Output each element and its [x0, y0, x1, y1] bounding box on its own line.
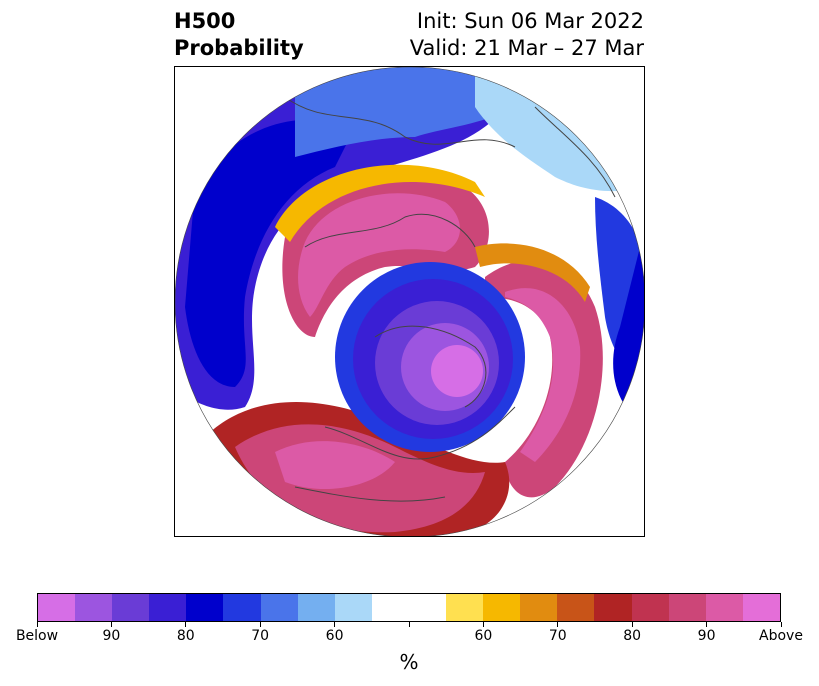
- colorbar-segment: [38, 594, 76, 621]
- colorbar-segment: [260, 594, 298, 621]
- colorbar-segment: [446, 594, 484, 621]
- map-panel: [174, 66, 645, 537]
- variable-title: H500: [174, 9, 236, 33]
- init-date: Init: Sun 06 Mar 2022: [416, 9, 644, 33]
- valid-range: Valid: 21 Mar – 27 Mar: [409, 36, 644, 60]
- colorbar-tick-label: 70: [548, 628, 567, 644]
- colorbar-tick: [482, 622, 484, 627]
- colorbar-tick: [408, 622, 410, 627]
- colorbar-segment: [297, 594, 335, 621]
- colorbar-tick: [557, 622, 559, 627]
- colorbar-segment: [668, 594, 706, 621]
- colorbar-tick-label: 60: [474, 628, 493, 644]
- colorbar-segment: [557, 594, 595, 621]
- title-right: Init: Sun 06 Mar 2022 Valid: 21 Mar – 27…: [410, 8, 644, 62]
- colorbar-tick-label: 80: [623, 628, 642, 644]
- polar-map: [175, 67, 644, 536]
- colorbar-segment: [594, 594, 632, 621]
- colorbar-tick-label: 60: [325, 628, 344, 644]
- colorbar-segment: [334, 594, 372, 621]
- probability-title: Probability: [174, 36, 304, 60]
- colorbar-segment: [75, 594, 113, 621]
- colorbar-tick: [185, 622, 187, 627]
- colorbar-tick-label: Above: [759, 628, 803, 644]
- colorbar-tick-label: 90: [102, 628, 121, 644]
- colorbar-segment: [408, 594, 447, 621]
- colorbar-tick: [36, 622, 38, 627]
- colorbar-segment: [631, 594, 669, 621]
- colorbar-tick: [706, 622, 708, 627]
- colorbar-tick: [110, 622, 112, 627]
- colorbar-tick: [259, 622, 261, 627]
- colorbar-segment: [483, 594, 521, 621]
- colorbar-segment: [742, 594, 780, 621]
- colorbar-tick-label: 70: [251, 628, 270, 644]
- title-left: H500 Probability: [174, 8, 304, 62]
- colorbar-tick: [780, 622, 782, 627]
- colorbar-segment: [371, 594, 409, 621]
- colorbar-segment: [149, 594, 187, 621]
- colorbar-segment: [223, 594, 261, 621]
- colorbar-tick-label: 90: [697, 628, 716, 644]
- colorbar-tick: [334, 622, 336, 627]
- colorbar-segment: [186, 594, 224, 621]
- colorbar-tick-label: Below: [15, 628, 59, 644]
- colorbar-tick-label: 80: [176, 628, 195, 644]
- colorbar-segment: [112, 594, 150, 621]
- colorbar: [37, 593, 781, 622]
- colorbar-tick: [631, 622, 633, 627]
- colorbar-segment: [520, 594, 558, 621]
- unit-label: %: [399, 650, 419, 674]
- colorbar-segment: [705, 594, 743, 621]
